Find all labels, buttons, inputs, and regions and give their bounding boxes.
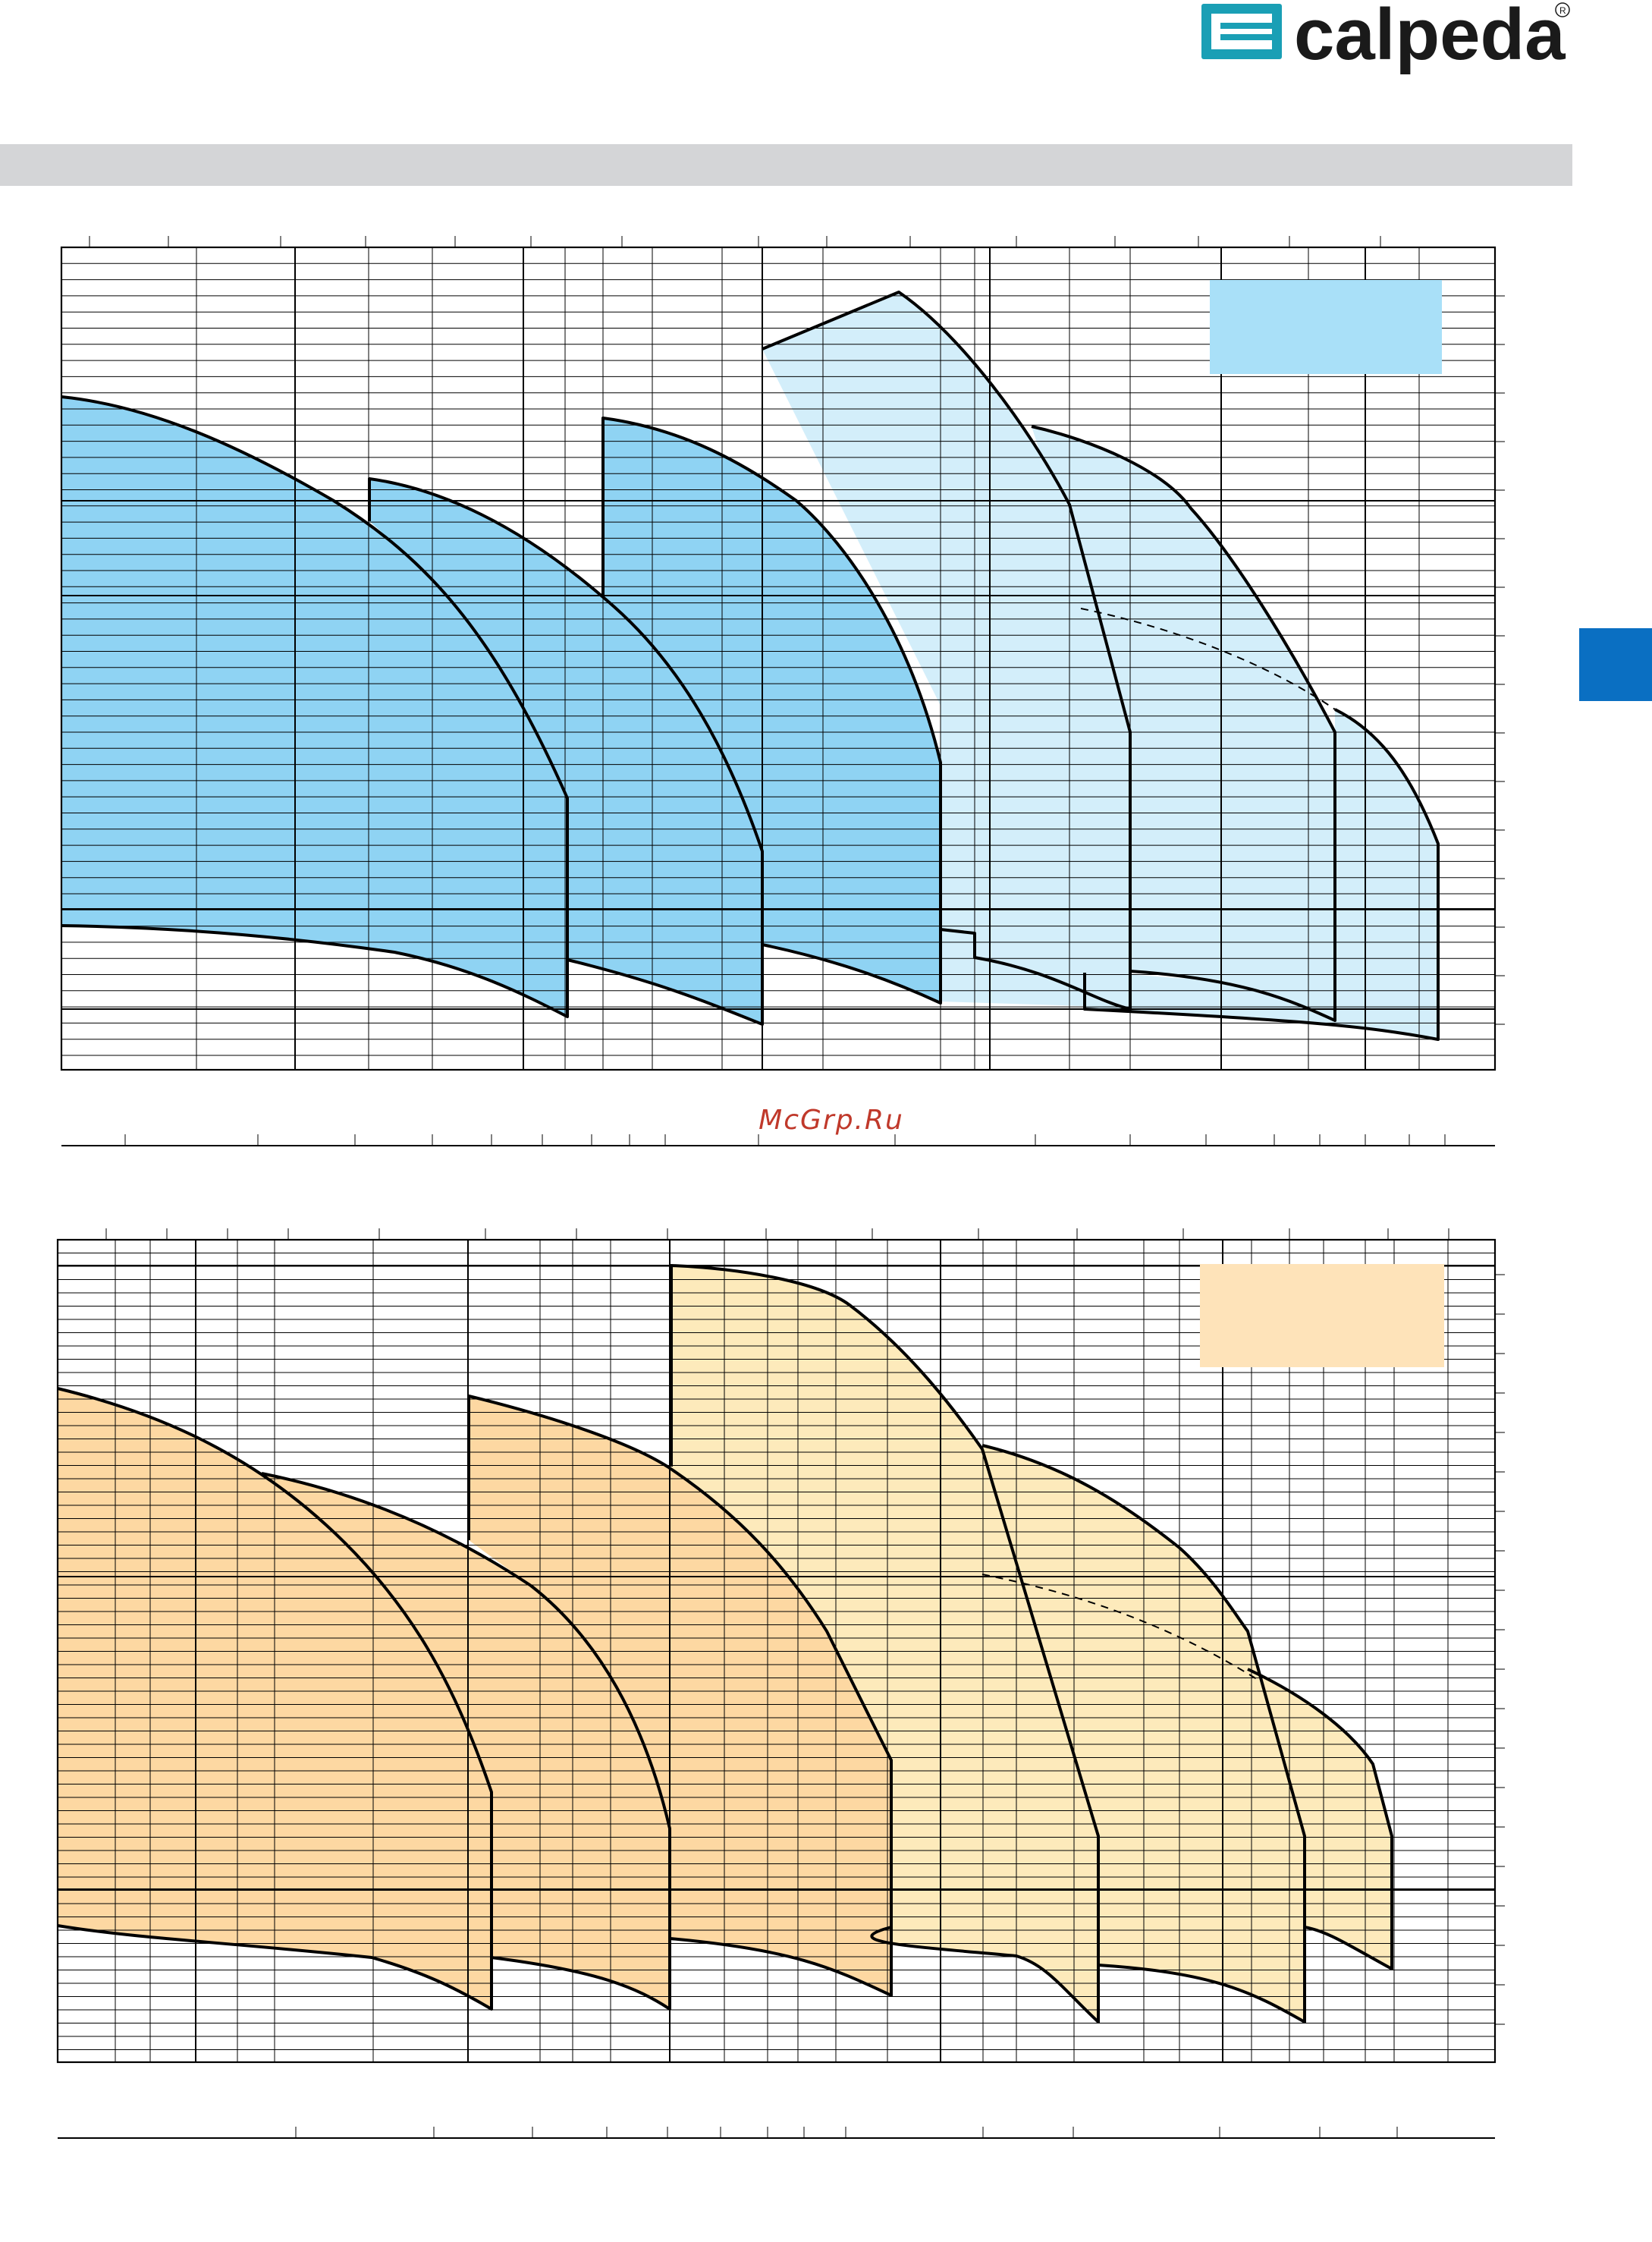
performance-curve-5 <box>981 1444 1306 2023</box>
legend-box-2 <box>1200 1264 1444 1367</box>
chart-2 <box>56 1228 1505 2064</box>
curve-region-3 <box>1085 709 1438 1039</box>
legend-box-1 <box>1210 280 1442 374</box>
curve-region-1 <box>762 292 1130 1009</box>
performance-curve-5 <box>1031 425 1336 1022</box>
performance-curve-1 <box>57 1387 493 2011</box>
curve-region-4 <box>941 926 1130 1008</box>
performance-curve-4 <box>670 1264 1100 2023</box>
axis-scale-2 <box>58 2127 1495 2139</box>
performance-curve-6 <box>1083 708 1440 1041</box>
efficiency-dashed-curve-1 <box>1080 608 1336 710</box>
svg-text:R: R <box>1559 5 1566 16</box>
watermark: McGrp.Ru <box>758 1105 904 1136</box>
performance-curve-2 <box>368 477 764 1026</box>
brand-name: calpeda <box>1294 0 1566 75</box>
curve-region-6 <box>369 479 762 1024</box>
performance-curve-3 <box>601 417 942 1005</box>
performance-curve-1 <box>61 395 569 1018</box>
performance-curve-6 <box>1247 1668 1393 1970</box>
performance-curve-2 <box>261 1472 671 2011</box>
curve-region-6 <box>469 1396 891 1995</box>
axis-scale-1 <box>61 1134 1495 1146</box>
section-tab <box>1579 628 1652 701</box>
performance-curve-3 <box>467 1395 893 1997</box>
registered-mark-icon <box>1555 2 1570 17</box>
brand-logo: calpeda R <box>1201 0 1570 75</box>
curve-region-5 <box>262 1473 670 2009</box>
performance-curve-4 <box>762 291 1132 1011</box>
curve-region-7 <box>603 418 941 1003</box>
chart-1 <box>60 236 1505 1071</box>
header-band <box>0 144 1572 186</box>
curve-region-2 <box>1032 426 1335 1020</box>
